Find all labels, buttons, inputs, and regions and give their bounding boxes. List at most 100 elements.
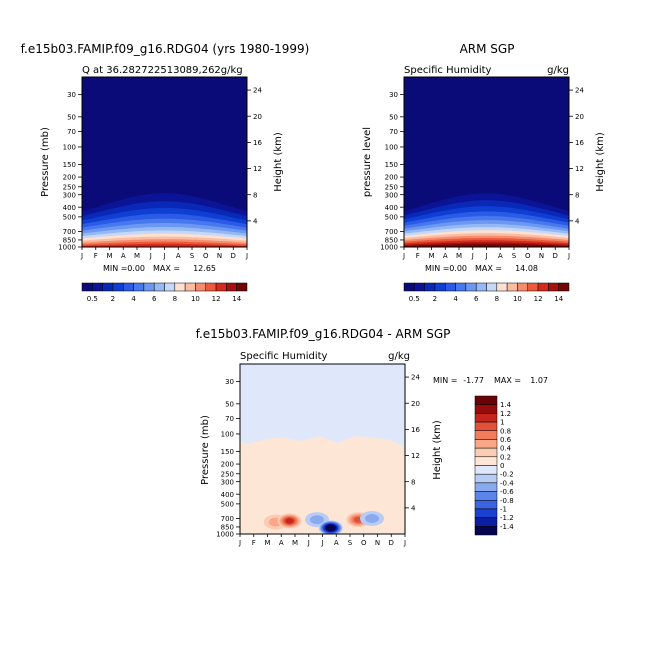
y-tick-label: 150 — [385, 161, 398, 169]
max-value: 1.07 — [530, 376, 548, 385]
y-tick-label: 150 — [221, 448, 234, 456]
x-tick-label: M — [106, 252, 112, 260]
colorbar-box — [133, 282, 145, 292]
y-tick-label: 30 — [67, 91, 76, 99]
colorbar-box — [474, 395, 498, 405]
y2-tick-label: 8 — [253, 191, 257, 199]
min-label: MIN = — [433, 376, 458, 385]
colorbar-label: -1 — [500, 505, 507, 513]
colorbar-box — [102, 282, 114, 292]
min-value: -1.77 — [463, 376, 484, 385]
colorbar-box — [92, 282, 103, 292]
colorbar-box — [226, 282, 237, 292]
x-tick-label: F — [94, 252, 98, 260]
colorbar-box — [474, 413, 498, 423]
colorbar: 1.41.210.80.60.40.20-0.2-0.4-0.6-0.8-1-1… — [474, 395, 514, 536]
x-tick-label: J — [402, 252, 405, 260]
panel-title: ARM SGP — [460, 42, 515, 56]
colorbar-label: 4 — [131, 295, 136, 303]
y-axis-label: pressure level — [362, 127, 373, 197]
y-axis-right: 24 20 16 12 8 4 — [569, 87, 584, 225]
colorbar-label: 1.4 — [500, 401, 512, 409]
panel-title: f.e15b03.FAMIP.f09_g16.RDG04 (yrs 1980-1… — [21, 42, 310, 56]
y-tick-label: 300 — [63, 191, 76, 199]
y-tick-label: 700 — [221, 515, 234, 523]
y-tick-label: 300 — [385, 191, 398, 199]
colorbar-box — [474, 517, 498, 527]
x-tick-label: A — [443, 252, 448, 260]
y2-tick-label: 16 — [253, 139, 262, 147]
colorbar-label: 12 — [212, 295, 221, 303]
max-label: MAX = — [494, 376, 521, 385]
colorbar-label: 6 — [474, 295, 479, 303]
colorbar-box — [414, 282, 425, 292]
colorbar-box — [474, 404, 498, 414]
y-axis-right: 24 20 16 12 8 4 — [405, 374, 420, 512]
colorbar-label: 0.2 — [500, 453, 511, 461]
x-tick-label: D — [389, 539, 394, 547]
x-tick-label: F — [416, 252, 420, 260]
y2-tick-label: 12 — [253, 165, 262, 173]
y2-tick-label: 16 — [575, 139, 584, 147]
colorbar-label: 10 — [191, 295, 200, 303]
y2-axis-label: Height (km) — [432, 420, 443, 480]
colorbar-box — [474, 447, 498, 458]
colorbar-label: 14 — [554, 295, 563, 303]
y2-tick-label: 4 — [253, 217, 258, 225]
y2-tick-label: 20 — [575, 113, 584, 121]
x-tick-label: J — [149, 252, 152, 260]
plot-area — [404, 77, 569, 247]
colorbar-label: -0.2 — [500, 471, 514, 479]
colorbar-label: 2 — [111, 295, 115, 303]
x-tick-label: J — [484, 252, 487, 260]
x-tick-label: M — [134, 252, 140, 260]
colorbar-box — [143, 282, 155, 292]
min-label: MIN = — [425, 264, 450, 273]
x-tick-label: A — [279, 539, 284, 547]
max-label: MAX = — [153, 264, 180, 273]
x-tick-label: A — [334, 539, 339, 547]
contour-band — [404, 244, 569, 247]
contour-band — [82, 243, 247, 247]
y-tick-label: 850 — [221, 524, 234, 532]
y2-tick-label: 20 — [411, 400, 420, 408]
y-tick-label: 100 — [221, 431, 234, 439]
x-tick-label: A — [121, 252, 126, 260]
x-tick-label: J — [403, 539, 406, 547]
plot-area — [82, 77, 247, 247]
colorbar-label: 8 — [173, 295, 177, 303]
x-tick-label: S — [512, 252, 517, 260]
anomaly-blobs — [263, 511, 384, 534]
x-tick-label: M — [456, 252, 462, 260]
x-tick-label: J — [307, 539, 310, 547]
colorbar-box — [474, 473, 498, 484]
colorbar-box — [474, 456, 498, 466]
y2-tick-label: 24 — [253, 87, 262, 95]
y-tick-label: 300 — [221, 478, 234, 486]
x-tick-label: A — [498, 252, 503, 260]
colorbar-label: -0.4 — [500, 479, 514, 487]
panel-subtitle: Specific Humidity — [240, 351, 328, 362]
x-tick-label: J — [471, 252, 474, 260]
y2-tick-label: 12 — [411, 452, 420, 460]
y-tick-label: 150 — [63, 161, 76, 169]
colorbar-box — [486, 282, 498, 292]
y-tick-label: 400 — [221, 491, 234, 499]
colorbar-label: 0.5 — [87, 295, 98, 303]
y-tick-label: 70 — [225, 415, 234, 423]
y-tick-label: 200 — [63, 174, 76, 182]
x-tick-label: J — [162, 252, 165, 260]
y-tick-label: 250 — [221, 470, 234, 478]
colorbar-label: 1 — [500, 419, 504, 427]
panel-difference: f.e15b03.FAMIP.f09_g16.RDG04 - ARM SGP S… — [196, 327, 548, 547]
y-tick-label: 30 — [225, 378, 234, 386]
anomaly-contour — [327, 525, 334, 531]
colorbar-label: 0.8 — [500, 427, 511, 435]
colorbar-box — [506, 282, 518, 292]
colorbar-box — [205, 282, 217, 292]
colorbar-box — [474, 526, 498, 536]
colorbar-box — [123, 282, 134, 292]
